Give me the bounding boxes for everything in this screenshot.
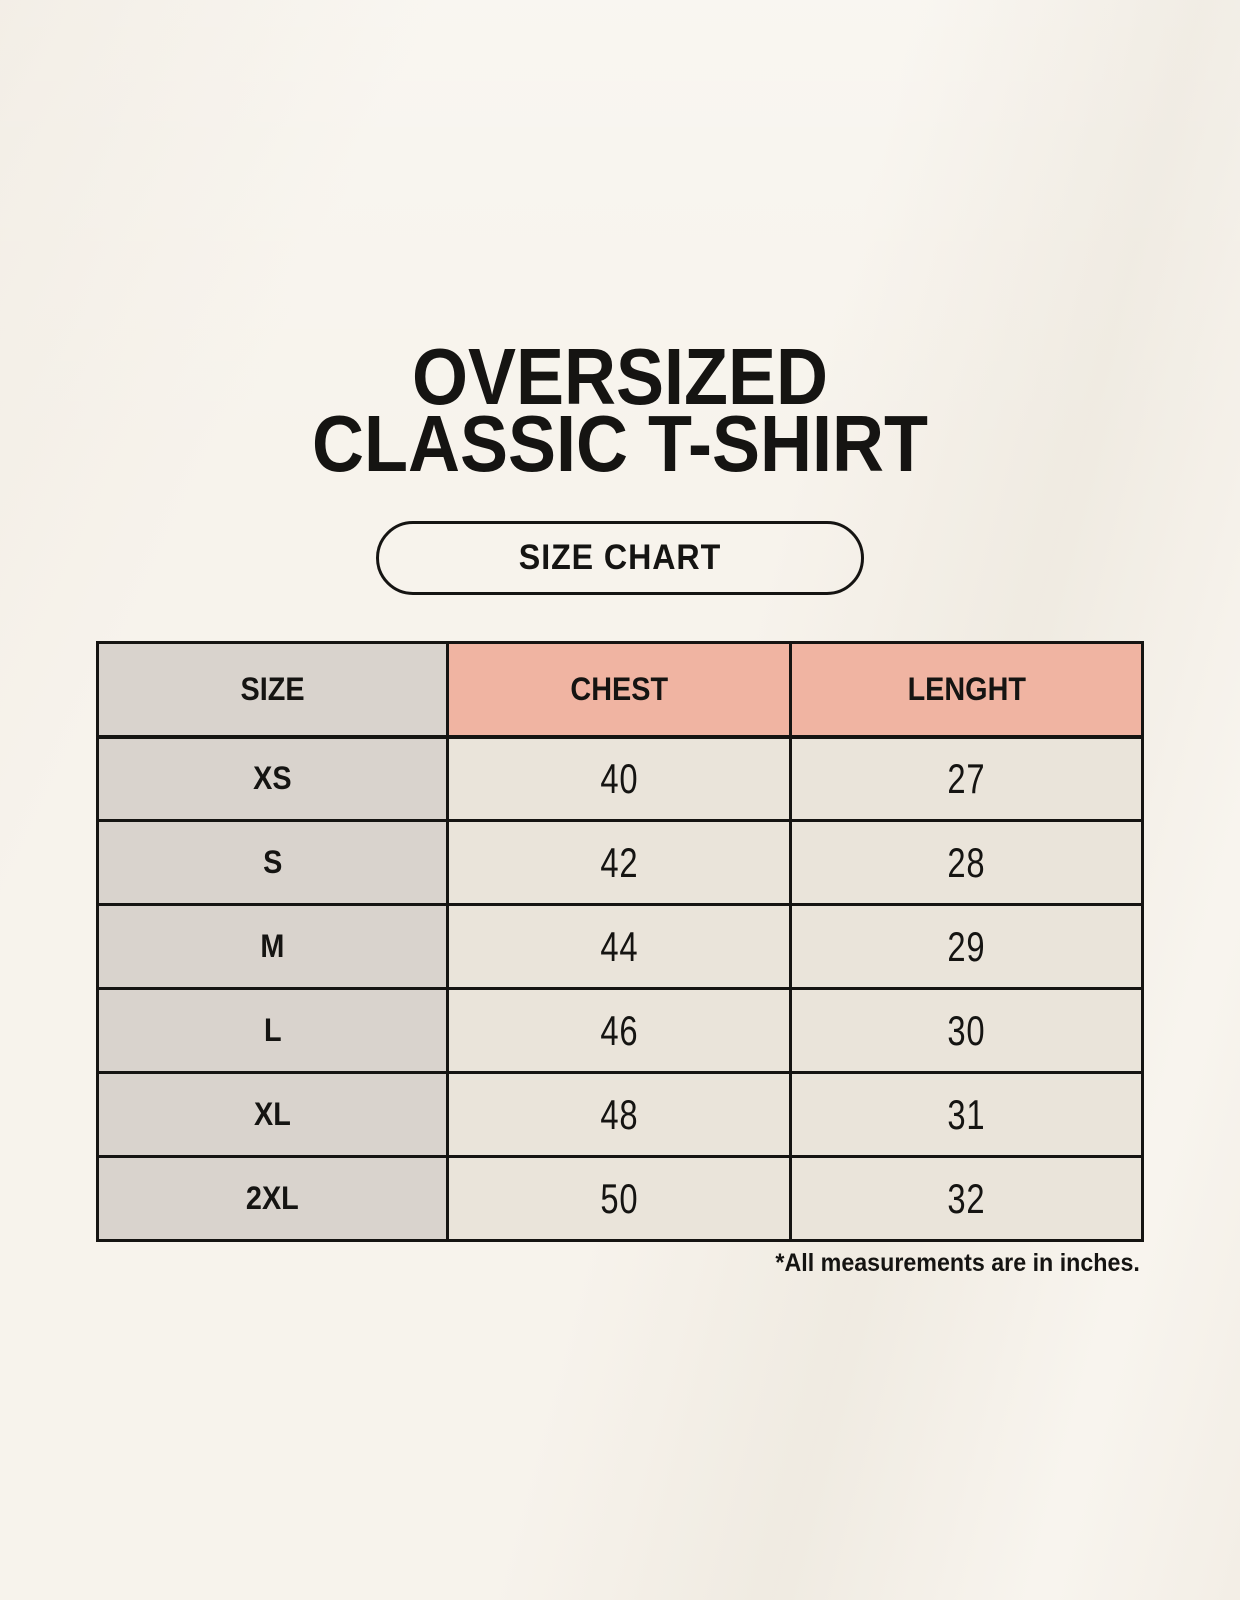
column-header-size-label: SIZE (240, 670, 305, 707)
column-header-size: SIZE (95, 641, 450, 739)
table-row: XS 40 27 (95, 735, 1145, 822)
chest-cell: 42 (446, 819, 792, 906)
size-chart-badge: SIZE CHART (376, 521, 864, 595)
table-header-row: SIZE CHEST LENGHT (95, 641, 1145, 739)
title-line-1: OVERSIZED (411, 332, 829, 421)
size-table: SIZE CHEST LENGHT XS 40 27 S 42 28 M (95, 641, 1145, 1242)
chest-cell: 50 (446, 1155, 792, 1242)
table-row: L 46 30 (95, 987, 1145, 1074)
length-cell: 27 (788, 735, 1145, 822)
size-cell: M (95, 903, 450, 990)
length-cell: 31 (788, 1071, 1145, 1158)
length-cell: 28 (788, 819, 1145, 906)
table-row: S 42 28 (95, 819, 1145, 906)
length-cell: 29 (788, 903, 1145, 990)
chest-cell: 48 (446, 1071, 792, 1158)
table-row: 2XL 50 32 (95, 1155, 1145, 1242)
length-cell: 32 (788, 1155, 1145, 1242)
size-cell: XL (95, 1071, 450, 1158)
column-header-length: LENGHT (788, 641, 1145, 739)
size-cell: 2XL (95, 1155, 450, 1242)
size-table-container: SIZE CHEST LENGHT XS 40 27 S 42 28 M (95, 641, 1145, 1278)
size-cell: L (95, 987, 450, 1074)
table-row: XL 48 31 (95, 1071, 1145, 1158)
column-header-chest: CHEST (446, 641, 792, 739)
size-chart-badge-label: SIZE CHART (518, 538, 722, 577)
size-cell: S (95, 819, 450, 906)
chest-cell: 44 (446, 903, 792, 990)
table-row: M 44 29 (95, 903, 1145, 990)
size-cell: XS (95, 735, 450, 822)
title-line-2: CLASSIC T-SHIRT (311, 399, 928, 488)
measurements-note: *All measurements are in inches. (775, 1249, 1140, 1277)
column-header-chest-label: CHEST (570, 670, 668, 707)
column-header-length-label: LENGHT (907, 670, 1026, 707)
length-cell: 30 (788, 987, 1145, 1074)
chest-cell: 46 (446, 987, 792, 1074)
chest-cell: 40 (446, 735, 792, 822)
page-title: OVERSIZED CLASSIC T-SHIRT (0, 332, 1240, 488)
